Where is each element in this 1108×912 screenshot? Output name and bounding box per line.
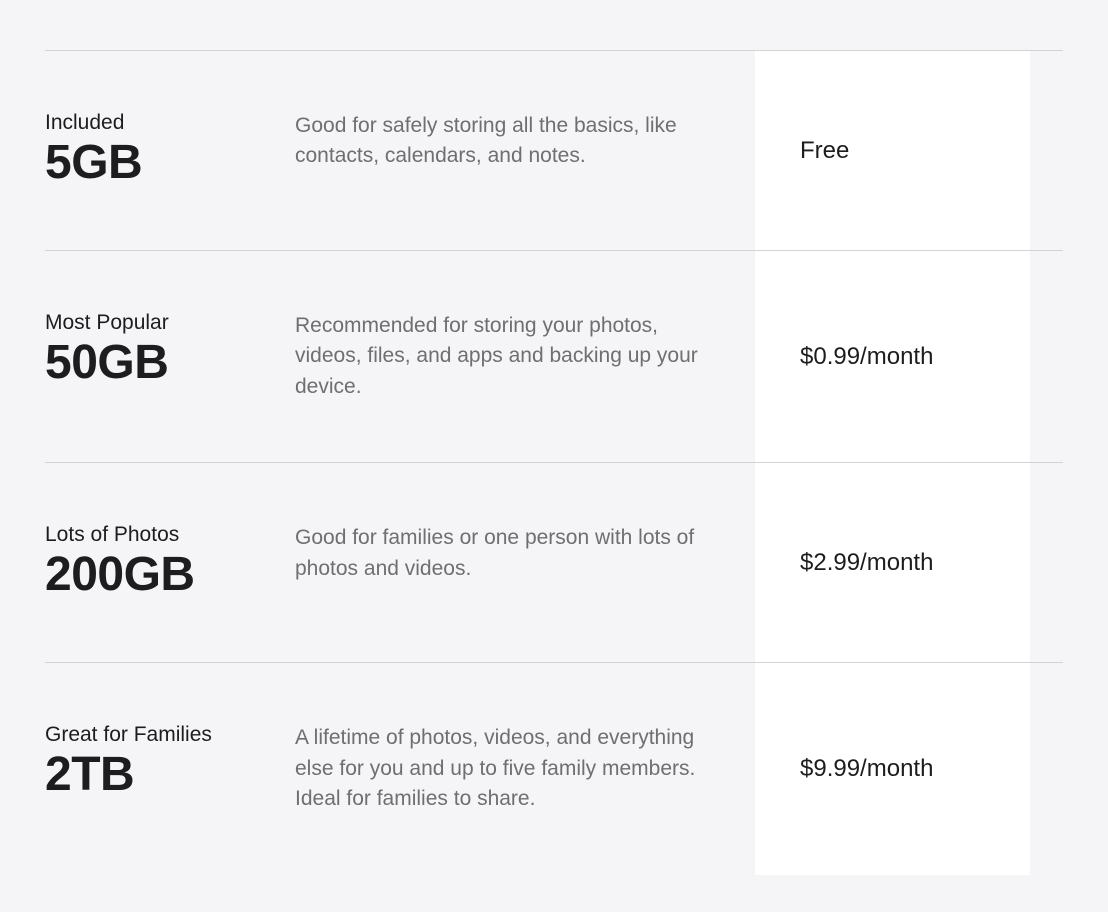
- plan-label: Great for Families: [45, 723, 295, 747]
- plan-price: $0.99/month: [800, 343, 933, 371]
- plan-row: Included 5GB Good for safely storing all…: [45, 50, 1063, 250]
- plan-size: 200GB: [45, 549, 295, 602]
- plan-price: $9.99/month: [800, 755, 933, 783]
- plan-row: Most Popular 50GB Recommended for storin…: [45, 250, 1063, 462]
- plan-info: Great for Families 2TB: [45, 723, 295, 802]
- plan-row: Great for Families 2TB A lifetime of pho…: [45, 662, 1063, 874]
- plan-label: Most Popular: [45, 311, 295, 335]
- plan-description: A lifetime of photos, videos, and everyt…: [295, 723, 755, 814]
- plan-price-cell: $9.99/month: [755, 663, 1030, 874]
- pricing-table: Included 5GB Good for safely storing all…: [0, 50, 1108, 875]
- plan-label: Included: [45, 111, 295, 135]
- plan-size: 5GB: [45, 137, 295, 190]
- plan-description: Good for safely storing all the basics, …: [295, 111, 755, 172]
- plan-price: $2.99/month: [800, 549, 933, 577]
- plan-price-cell: $2.99/month: [755, 463, 1030, 662]
- plan-description: Good for families or one person with lot…: [295, 523, 755, 584]
- plan-info: Included 5GB: [45, 111, 295, 190]
- plan-size: 50GB: [45, 337, 295, 390]
- plan-size: 2TB: [45, 749, 295, 802]
- plan-row: Lots of Photos 200GB Good for families o…: [45, 462, 1063, 662]
- plan-info: Most Popular 50GB: [45, 311, 295, 390]
- plan-price-cell: Free: [755, 51, 1030, 250]
- plan-description: Recommended for storing your photos, vid…: [295, 311, 755, 402]
- plan-price: Free: [800, 137, 849, 165]
- plan-label: Lots of Photos: [45, 523, 295, 547]
- plan-info: Lots of Photos 200GB: [45, 523, 295, 602]
- plan-price-cell: $0.99/month: [755, 251, 1030, 462]
